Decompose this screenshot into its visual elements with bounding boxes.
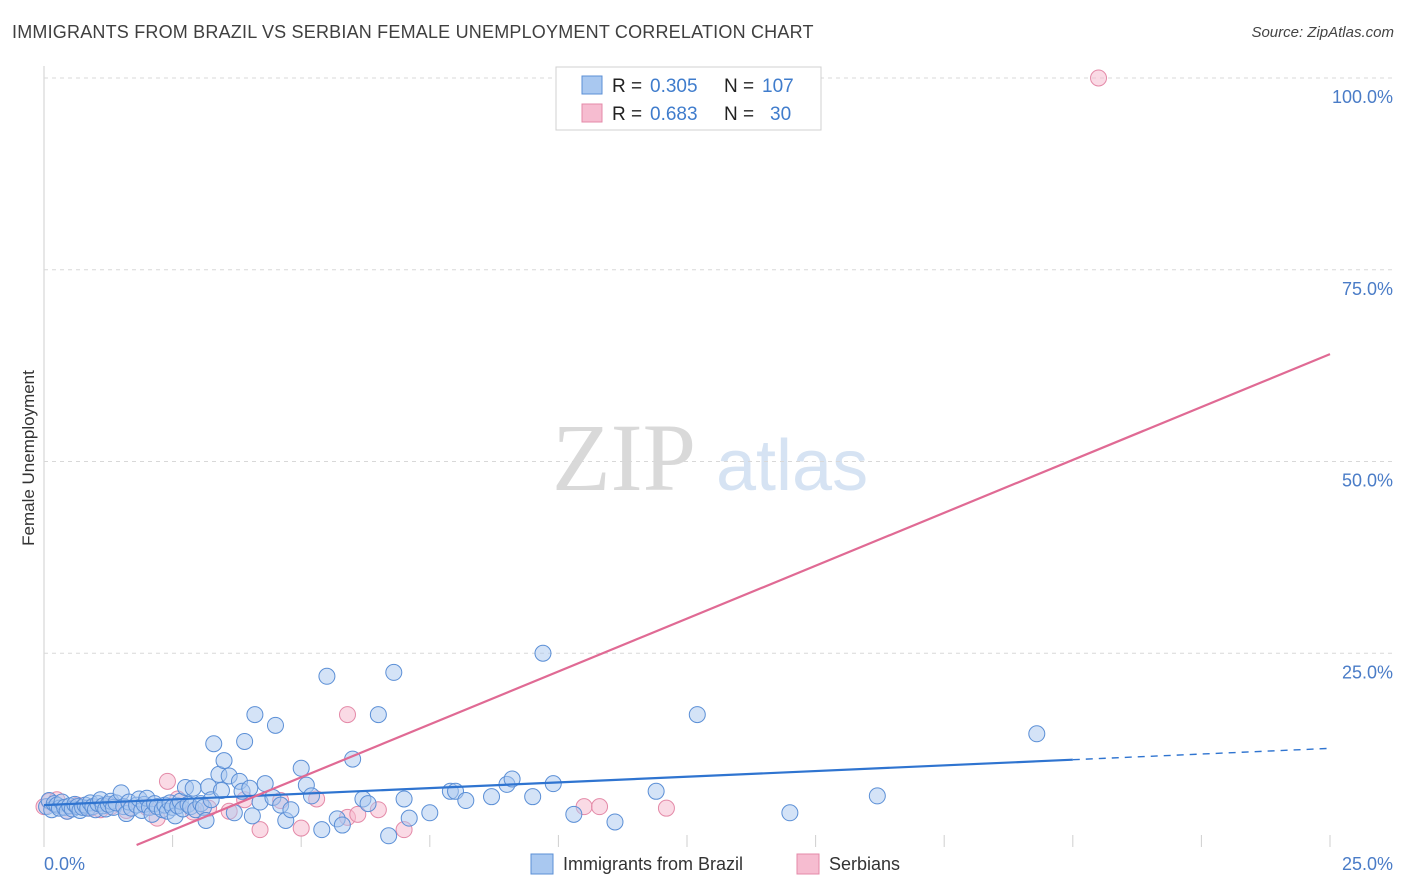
brazil-point xyxy=(241,779,259,797)
brazil-point xyxy=(266,716,284,734)
brazil-points xyxy=(38,644,1046,845)
watermark-atlas: atlas xyxy=(716,426,868,506)
brazil-point xyxy=(400,809,418,827)
brazil-point xyxy=(534,644,552,662)
serbian-point xyxy=(349,805,367,823)
legend-brazil-r-value: 0.305 xyxy=(650,76,698,97)
legend-brazil-n-label: N = xyxy=(724,76,754,97)
legend-serbian-n-value: 30 xyxy=(770,104,791,125)
brazil-point xyxy=(380,827,398,845)
brazil-point xyxy=(395,790,413,808)
y-tick-labels: 25.0% 50.0% 75.0% 100.0% xyxy=(1332,87,1393,682)
brazil-point xyxy=(421,804,439,822)
brazil-point xyxy=(359,795,377,813)
bottom-legend: Immigrants from Brazil Serbians xyxy=(530,853,900,875)
legend-brazil-n-value: 107 xyxy=(762,76,794,97)
bottom-legend-serbian-swatch xyxy=(796,853,820,875)
brazil-point xyxy=(313,821,331,839)
serbian-point xyxy=(657,799,675,817)
legend-brazil-r-label: R = xyxy=(612,76,642,97)
brazil-point xyxy=(236,732,254,750)
brazil-point xyxy=(184,779,202,797)
serbian-point xyxy=(251,821,269,839)
brazil-point xyxy=(565,805,583,823)
bottom-legend-brazil-label: Immigrants from Brazil xyxy=(563,854,743,874)
brazil-trend-extension xyxy=(1072,747,1331,761)
brazil-point xyxy=(868,787,886,805)
brazil-point xyxy=(205,735,223,753)
bottom-legend-brazil-swatch xyxy=(530,853,554,875)
brazil-point xyxy=(302,787,320,805)
brazil-point xyxy=(282,801,300,819)
brazil-point xyxy=(503,770,521,788)
brazil-point xyxy=(369,706,387,724)
brazil-point xyxy=(246,706,264,724)
serbian-point xyxy=(591,798,609,816)
legend-serbian-swatch xyxy=(581,103,603,123)
brazil-point xyxy=(781,804,799,822)
correlation-legend: R = 0.305 N = 107 R = 0.683 N = 30 xyxy=(555,66,822,131)
legend-serbian-r-value: 0.683 xyxy=(650,104,698,125)
brazil-point xyxy=(333,816,351,834)
y-axis-label: Female Unemployment xyxy=(19,370,38,546)
x-tick-labels: 0.0% 25.0% xyxy=(44,854,1393,874)
serbian-point xyxy=(158,772,176,790)
serbian-point xyxy=(338,706,356,724)
brazil-point xyxy=(215,752,233,770)
y-tick-label: 50.0% xyxy=(1342,471,1393,491)
x-tick-label-min: 0.0% xyxy=(44,854,85,874)
y-tick-label: 75.0% xyxy=(1342,279,1393,299)
watermark-zip: ZIP xyxy=(552,404,696,511)
brazil-point xyxy=(243,807,261,825)
watermark: ZIP atlas xyxy=(552,404,868,511)
trend-lines xyxy=(43,353,1331,847)
brazil-point xyxy=(606,813,624,831)
brazil-point xyxy=(483,788,501,806)
legend-brazil-swatch xyxy=(581,75,603,95)
brazil-point xyxy=(688,706,706,724)
y-tick-label: 25.0% xyxy=(1342,662,1393,682)
x-tick-label-max: 25.0% xyxy=(1342,854,1393,874)
brazil-trend-line xyxy=(43,758,1073,807)
serbian-point xyxy=(1090,69,1108,87)
chart-title: IMMIGRANTS FROM BRAZIL VS SERBIAN FEMALE… xyxy=(12,22,814,42)
brazil-point xyxy=(524,788,542,806)
brazil-point xyxy=(385,663,403,681)
brazil-point xyxy=(318,667,336,685)
serbian-point xyxy=(292,819,310,837)
brazil-point xyxy=(647,782,665,800)
bottom-legend-serbian-label: Serbians xyxy=(829,854,900,874)
legend-serbian-n-label: N = xyxy=(724,104,754,125)
source-note: Source: ZipAtlas.com xyxy=(1251,24,1394,41)
serbian-trend-line xyxy=(136,353,1331,847)
brazil-point xyxy=(1028,725,1046,743)
brazil-point xyxy=(457,792,475,810)
brazil-point xyxy=(212,782,230,800)
y-tick-label: 100.0% xyxy=(1332,87,1393,107)
legend-serbian-r-label: R = xyxy=(612,104,642,125)
